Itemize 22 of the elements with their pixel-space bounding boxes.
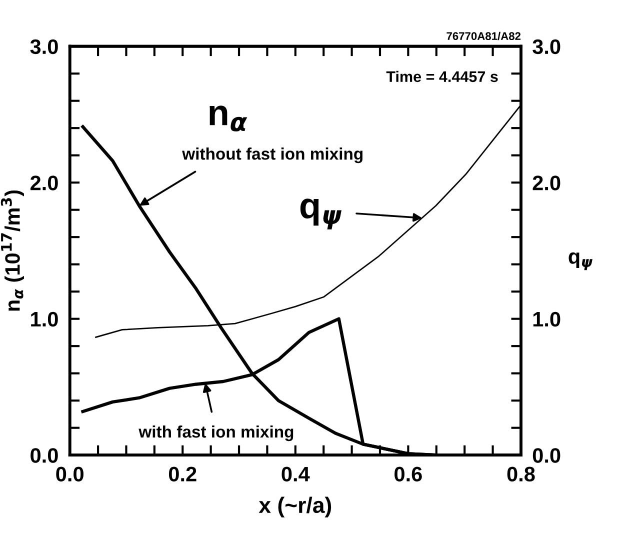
x-axis-title: x (~r/a) (258, 496, 332, 518)
y2-tick-label: 3.0 (532, 39, 560, 54)
annotation: n$_{α}$ (210, 106, 248, 132)
annotation: without fast ion mixing (182, 148, 362, 164)
y-tick-label: 1.0 (31, 312, 58, 327)
y-axis-title: n$_{α}$ (10$^{17}$/m$^{3}$) (0, 190, 24, 311)
text: 76770A81/A82 (446, 32, 521, 40)
y2-tick-label: 0.0 (532, 448, 560, 463)
annotation: with fast ion mixing (138, 425, 294, 442)
y2-tick-label: 2.0 (532, 176, 560, 190)
x-tick-label: 0.4 (282, 466, 310, 482)
y-tick-label: 3.0 (30, 39, 58, 54)
y-tick-label: 2.0 (30, 176, 58, 190)
annotation: q$_{ψ}$ (300, 198, 342, 230)
x-tick-label: 0.8 (507, 466, 535, 482)
x-tick-label: 0.0 (56, 466, 84, 482)
y2-tick-label: 1.0 (533, 312, 560, 327)
x-tick-label: 0.6 (394, 466, 422, 482)
x-tick-label: 0.2 (168, 466, 196, 482)
annotation: Time = 4.4457 s (386, 70, 498, 82)
y-tick-label: 0.0 (30, 448, 58, 463)
y2-axis-title: q$_{ψ}$ (568, 252, 592, 270)
